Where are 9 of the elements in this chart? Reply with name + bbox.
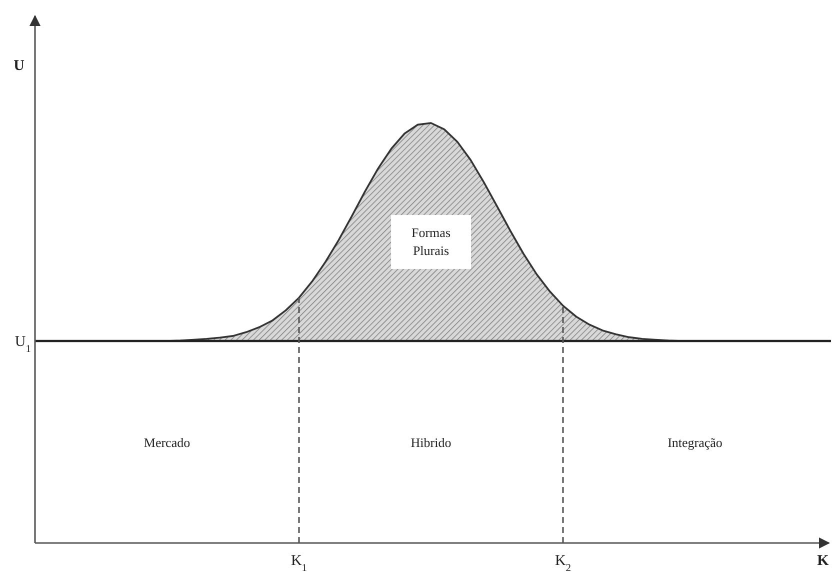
x-tick-label: K$_{1}$ [290,553,308,574]
x-tick-label: K$_{2}$ [554,553,572,574]
y-axis-title: U [14,58,25,74]
annotation: Hibrido [410,434,452,450]
annotation: Mercado [144,434,190,450]
annotation: Integração [668,434,722,450]
x-axis-title: K [817,553,830,569]
annotation: Formas Plurais [412,224,450,258]
ref-line-label: U$_{1}$ [14,334,31,354]
